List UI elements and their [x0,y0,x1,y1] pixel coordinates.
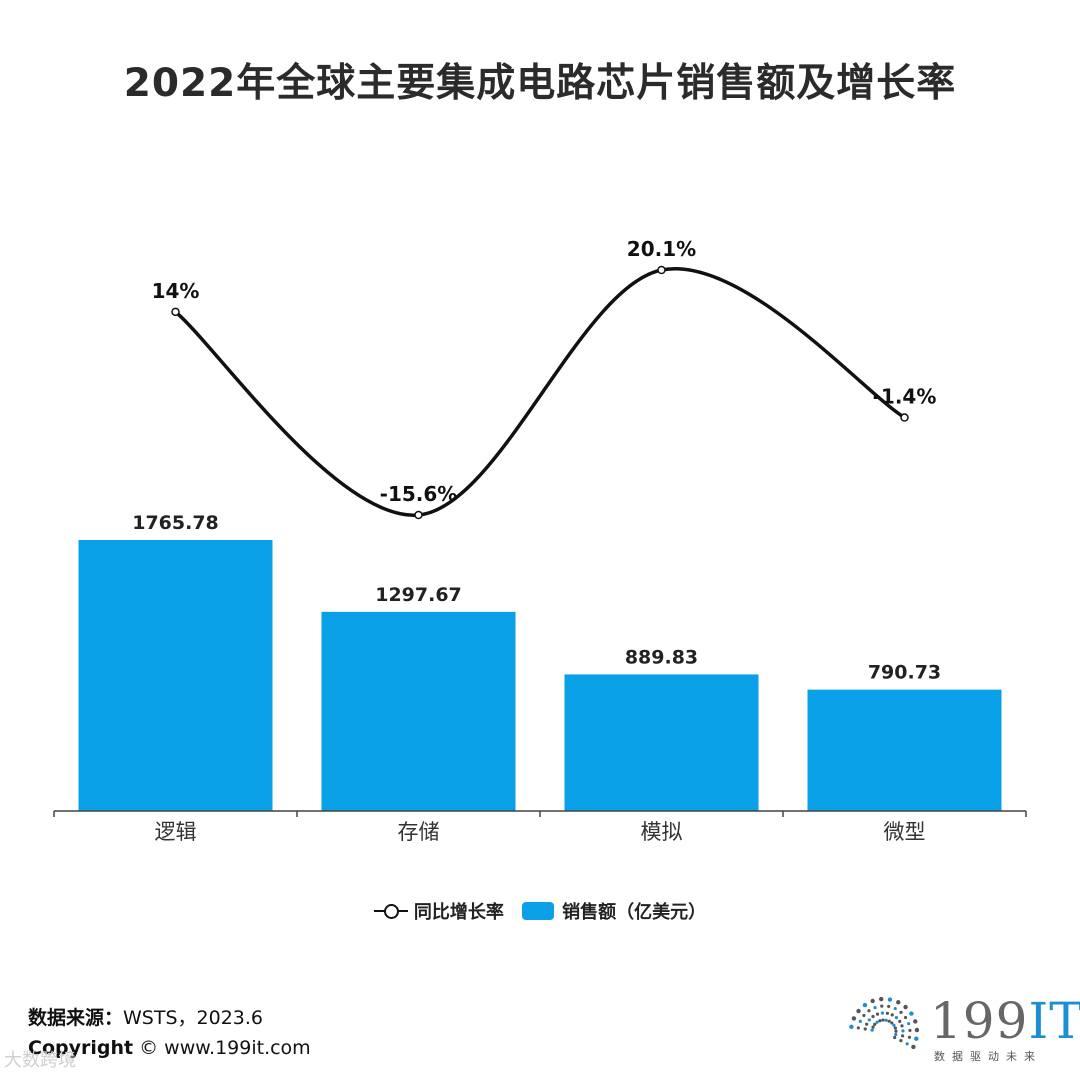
line-value-label: -15.6% [380,482,458,506]
bar [807,689,1002,811]
legend-bar-label: 销售额（亿美元） [562,902,707,923]
line-point [171,307,180,317]
legend-line-marker-icon [373,903,408,919]
x-tick-label: 模拟 [641,820,683,844]
logo-slogan: 数据驱动未来 [934,1050,1042,1063]
line-point [414,510,423,520]
chart-title: 2022年全球主要集成电路芯片销售额及增长率 [123,61,957,106]
x-tick-label: 存储 [398,820,440,844]
line-value-label: 14% [152,279,200,303]
copyright-value: © www.199it.com [139,1037,311,1059]
data-source-label: 数据来源： [28,1007,124,1029]
bar-value-label: 889.83 [625,646,698,668]
x-tick-label: 逻辑 [155,820,197,844]
brand-logo: 199IT 数据驱动未来 [848,990,1080,1070]
line-value-label: 20.1% [627,237,696,261]
data-source-value: WSTS，2023.6 [123,1007,264,1029]
legend-item-bar: 销售额（亿美元） [522,898,706,924]
bar [321,611,516,811]
legend-bar-swatch-icon [522,902,555,920]
bar [78,540,273,811]
logo-brand-text: 199IT [930,992,1080,1050]
chart-legend: 同比增长率 销售额（亿美元） [0,898,1080,924]
bar-value-label: 790.73 [868,662,941,684]
bar [564,674,759,811]
bar-value-label: 1765.78 [132,512,219,534]
x-tick-label: 微型 [884,820,926,844]
line-value-label: -1.4% [873,385,937,409]
watermark-text: 大数跨境 [4,1050,76,1071]
line-point [657,265,666,275]
line-point [900,413,909,422]
data-source: 数据来源：WSTS，2023.6 [28,1003,263,1030]
legend-line-label: 同比增长率 [413,902,504,923]
copyright-line: Copyright © www.199it.com [28,1037,311,1059]
logo-dots-icon [849,996,920,1050]
bar-value-label: 1297.67 [375,584,462,606]
copyright-label: Copyright [28,1037,134,1059]
growth-rate-line [174,266,906,517]
legend-item-line: 同比增长率 [373,898,504,924]
